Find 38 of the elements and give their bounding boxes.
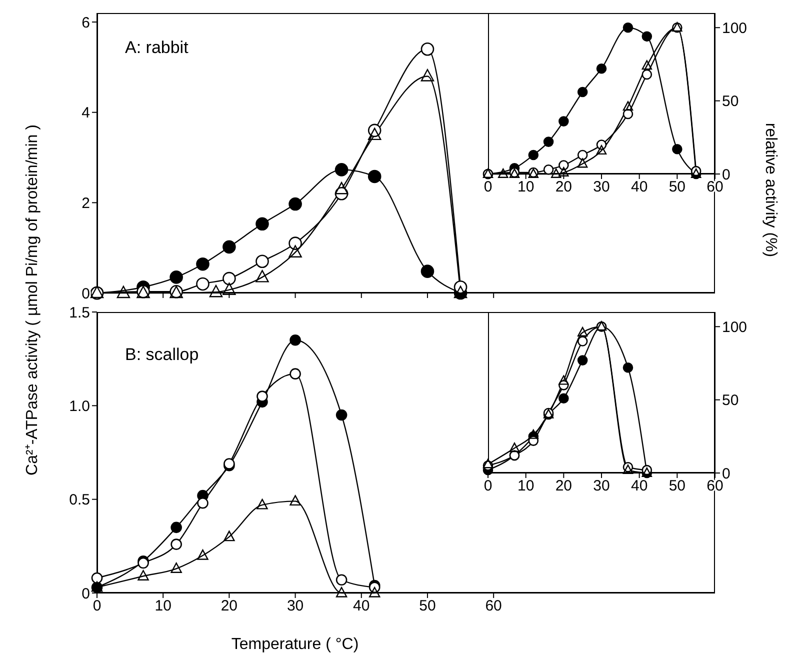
x-tick-label: 30 bbox=[286, 598, 304, 615]
x-tick-label: 60 bbox=[485, 598, 502, 615]
x-tick-label: 50 bbox=[668, 478, 686, 495]
x-tick-label: 40 bbox=[353, 598, 370, 615]
x-tick-label: 20 bbox=[555, 178, 572, 196]
x-tick-label: 0 bbox=[484, 478, 492, 495]
y-tick-label: 6 bbox=[82, 14, 90, 32]
y-tick-label: 0.5 bbox=[69, 492, 90, 509]
x-axis-title: Temperature ( °C) bbox=[231, 636, 359, 653]
x-tick-label: 50 bbox=[668, 178, 686, 196]
text: B: scallop bbox=[125, 345, 199, 364]
y-axis-title: Ca²⁺-ATPase activity ( µmol Pi/mg of protein/min ) bbox=[24, 124, 41, 476]
x-tick-label: 50 bbox=[419, 598, 436, 615]
x-tick-label: 20 bbox=[220, 598, 238, 615]
text: A: rabbit bbox=[125, 38, 188, 57]
y-tick-label: 1.5 bbox=[69, 304, 90, 322]
y-tick-label: 0 bbox=[722, 166, 730, 184]
y-tick-label: 50 bbox=[722, 93, 739, 110]
x-tick-label: 30 bbox=[593, 478, 610, 495]
y-tick-label: 50 bbox=[722, 392, 739, 410]
y-tick-label: 4 bbox=[82, 104, 90, 122]
y-tick-label: 2 bbox=[82, 195, 90, 212]
y-tick-label: 100 bbox=[722, 20, 748, 37]
x-tick-label: 0 bbox=[92, 598, 102, 615]
y-tick-label: 0 bbox=[82, 285, 90, 302]
y-tick-label: 1.0 bbox=[69, 398, 90, 415]
y-tick-label: 100 bbox=[722, 318, 748, 336]
x-tick-label: 10 bbox=[517, 178, 534, 196]
x-tick-label: 0 bbox=[484, 178, 492, 196]
x-tick-label: 20 bbox=[555, 478, 572, 495]
x-tick-label: 30 bbox=[593, 178, 610, 196]
x-tick-label: 10 bbox=[154, 598, 172, 615]
y-axis-title: relative activity (%) bbox=[762, 122, 779, 258]
y-tick-label: 0 bbox=[82, 585, 90, 602]
x-tick-label: 40 bbox=[630, 478, 648, 495]
x-tick-label: 40 bbox=[630, 178, 648, 196]
x-tick-label: 10 bbox=[517, 478, 534, 495]
y-tick-label: 0 bbox=[722, 465, 730, 482]
